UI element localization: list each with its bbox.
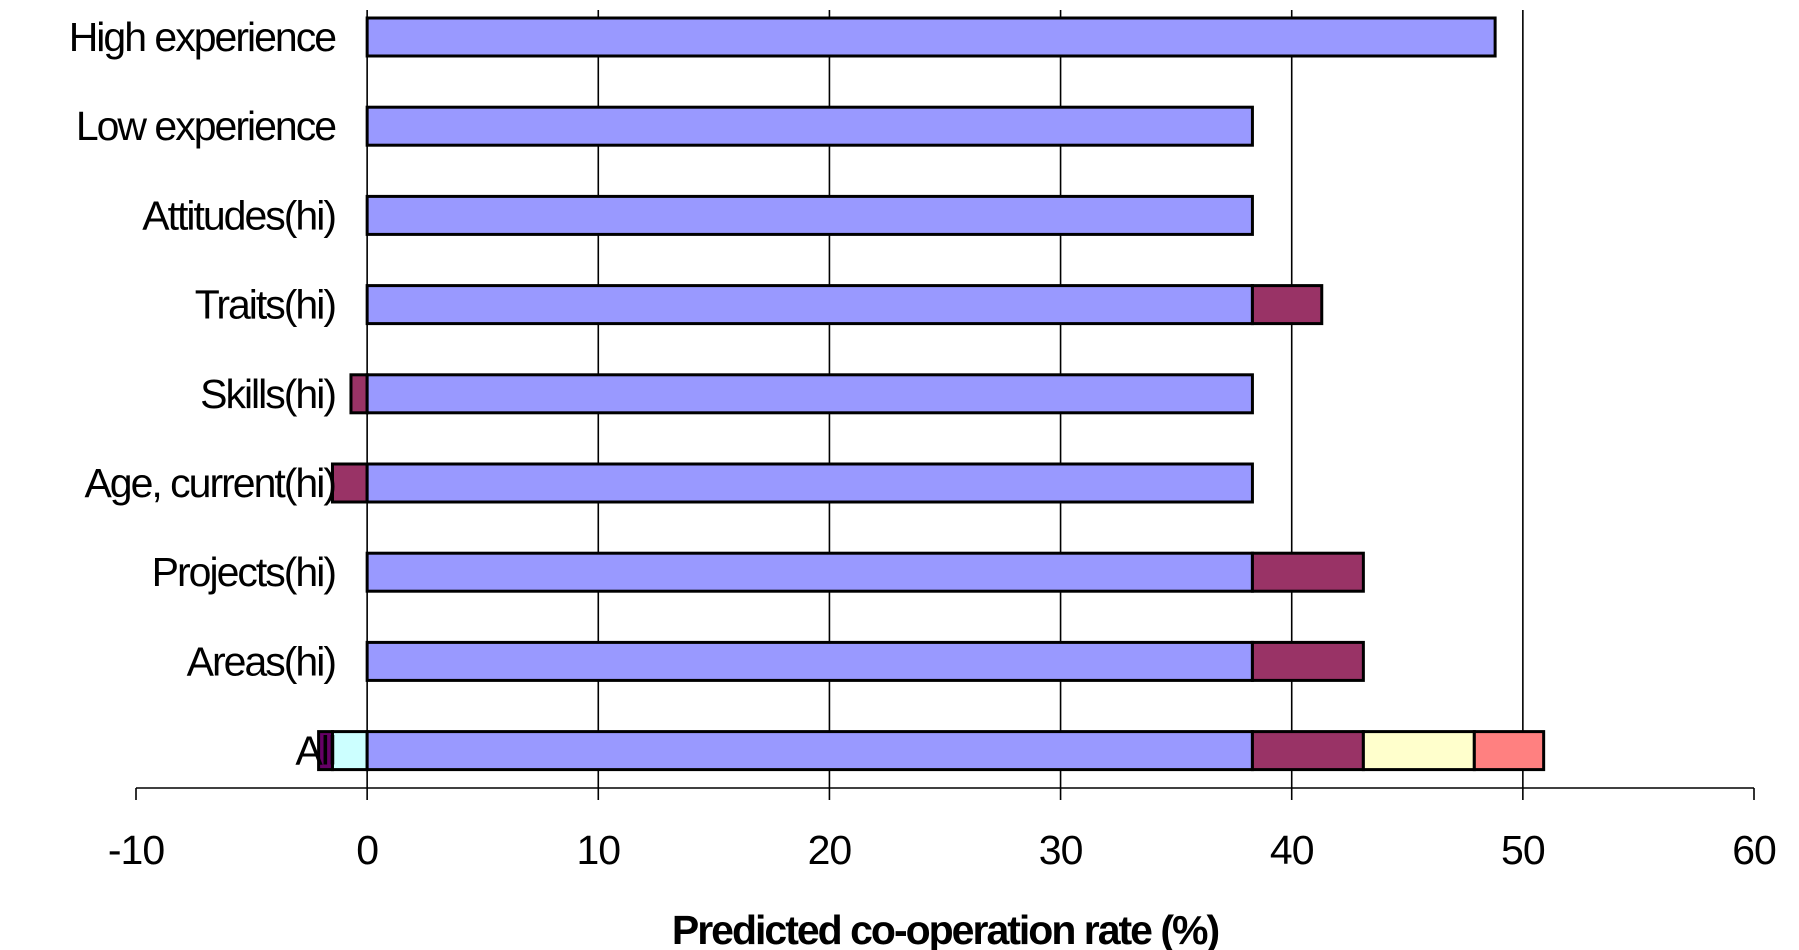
category-label: High experience xyxy=(69,14,335,60)
bar-segment xyxy=(1250,551,1365,593)
bar-segment xyxy=(365,462,1254,504)
x-tick-label: 0 xyxy=(356,827,378,873)
bar-segment xyxy=(330,462,369,504)
bar-segment xyxy=(365,16,1497,58)
x-tick-label: 30 xyxy=(1039,827,1083,873)
x-tick-label: 50 xyxy=(1501,827,1545,873)
x-axis-title: Predicted co-operation rate (%) xyxy=(672,907,1219,950)
x-tick-label: 20 xyxy=(808,827,852,873)
bar-segment xyxy=(365,551,1254,593)
bar-segment xyxy=(1250,730,1365,772)
bar-segment xyxy=(365,373,1254,415)
x-tick-label: -10 xyxy=(108,827,164,873)
bar-segment xyxy=(365,730,1254,772)
bar-segment xyxy=(365,284,1254,326)
bar-segment xyxy=(1250,640,1365,682)
bar-segment xyxy=(1250,284,1324,326)
category-label: Skills(hi) xyxy=(200,371,335,417)
category-label: Traits(hi) xyxy=(195,282,336,328)
bars xyxy=(317,16,1546,772)
category-labels: High experience Low experience Attitudes(h… xyxy=(69,14,338,774)
bar-segment xyxy=(1361,730,1476,772)
category-label: Projects(hi) xyxy=(152,549,336,595)
category-label: All xyxy=(295,728,335,774)
x-tick-label: 40 xyxy=(1270,827,1314,873)
bar-segment xyxy=(349,373,369,415)
bar-segment xyxy=(365,640,1254,682)
bar-segment xyxy=(365,194,1254,236)
bar-segment xyxy=(365,105,1254,147)
category-label: Areas(hi) xyxy=(187,638,336,684)
x-tick-label: 10 xyxy=(576,827,620,873)
x-tick-label: 60 xyxy=(1732,827,1776,873)
bar-segment xyxy=(1472,730,1546,772)
category-label: Low experience xyxy=(76,103,335,149)
x-axis: -10 0 10 20 30 40 50 60 xyxy=(108,787,1777,873)
category-label: Age, current(hi) xyxy=(84,460,335,506)
bar-segment xyxy=(330,730,369,772)
category-label: Attitudes(hi) xyxy=(142,192,335,238)
